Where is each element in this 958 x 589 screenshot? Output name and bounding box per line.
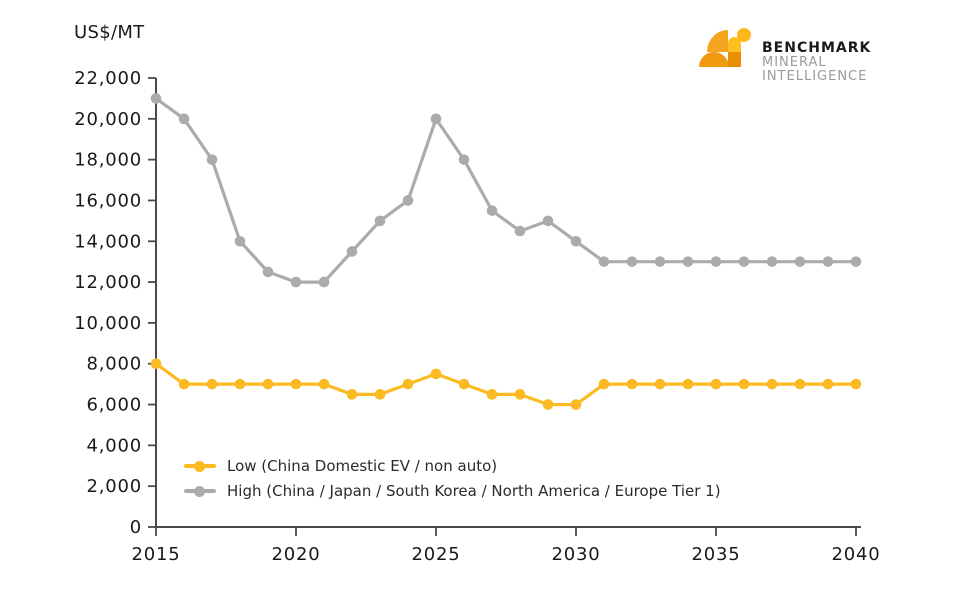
data-point [346, 246, 358, 257]
x-tick-label: 2025 [411, 544, 460, 565]
series-high [150, 93, 862, 288]
benchmark-logo-mark-icon [699, 26, 754, 70]
data-point [710, 256, 722, 267]
data-point [570, 235, 582, 247]
data-point [766, 256, 778, 267]
data-point [402, 195, 414, 206]
data-point [738, 378, 750, 390]
x-tick-label: 2040 [831, 544, 880, 565]
series-line [155, 362, 856, 407]
y-tick-label: 18,000 [74, 150, 142, 171]
y-tick-label: 12,000 [74, 272, 142, 293]
y-tick-label: 16,000 [74, 190, 142, 211]
data-point [150, 93, 162, 104]
data-point [262, 266, 274, 278]
data-point [458, 154, 470, 165]
data-point [514, 225, 526, 237]
data-point [486, 389, 498, 400]
data-point [626, 378, 638, 390]
data-point [178, 113, 190, 125]
data-point [430, 113, 442, 125]
chart-legend: Low (China Domestic EV / non auto) High … [184, 457, 721, 500]
legend-label-low: Low (China Domestic EV / non auto) [227, 457, 498, 475]
data-point [290, 378, 302, 390]
legend-label-high: High (China / Japan / South Korea / Nort… [227, 482, 721, 500]
logo-dome-shape [699, 52, 729, 67]
legend-item-low: Low (China Domestic EV / non auto) [184, 457, 721, 475]
data-point [402, 378, 414, 390]
x-tick-label: 2020 [271, 544, 320, 565]
y-tick-label: 22,000 [74, 68, 142, 89]
logo-text-intelligence: INTELLIGENCE [762, 68, 868, 84]
data-point [822, 256, 834, 267]
data-point [794, 256, 806, 267]
data-point [374, 215, 386, 227]
data-point [514, 389, 526, 400]
data-point [458, 378, 470, 390]
data-point [318, 378, 330, 390]
data-point [150, 358, 162, 370]
benchmark-logo: BENCHMARK MINERAL INTELLIGENCE [699, 26, 871, 84]
data-point [206, 378, 218, 390]
logo-quarter-shape [707, 30, 728, 52]
logo-text-mineral: MINERAL [762, 54, 827, 70]
benchmark-logo-text: BENCHMARK MINERAL INTELLIGENCE [762, 26, 871, 84]
data-point [626, 256, 638, 267]
x-tick-label: 2035 [691, 544, 740, 565]
data-point [234, 378, 246, 390]
y-tick-label: 4,000 [86, 435, 142, 456]
y-tick-label: 8,000 [86, 354, 142, 375]
data-point [542, 215, 554, 227]
data-point [766, 378, 778, 390]
data-point [682, 378, 694, 390]
y-tick-label: 6,000 [86, 395, 142, 416]
y-tick-label: 20,000 [74, 109, 142, 130]
y-tick-label: 2,000 [86, 476, 142, 497]
data-point [598, 256, 610, 267]
data-point [262, 378, 274, 390]
series-low [150, 358, 862, 410]
data-point [290, 276, 302, 288]
logo-text-benchmark: BENCHMARK [762, 40, 872, 56]
series-line [155, 97, 856, 284]
y-tick-label: 10,000 [74, 313, 142, 334]
x-tick-label: 2015 [131, 544, 180, 565]
legend-item-high: High (China / Japan / South Korea / Nort… [184, 482, 721, 500]
y-axis-unit-label: US$/MT [74, 22, 145, 43]
high-marker-dot [194, 485, 205, 497]
data-point [346, 389, 358, 400]
low-marker-dot [194, 460, 205, 472]
x-tick-label: 2030 [551, 544, 600, 565]
data-point [430, 368, 442, 380]
data-point [374, 389, 386, 400]
data-point [794, 378, 806, 390]
data-point [570, 399, 582, 410]
data-point [234, 235, 246, 247]
data-point [542, 399, 554, 410]
data-point [206, 154, 218, 165]
data-point [682, 256, 694, 267]
data-point [822, 378, 834, 390]
data-point [178, 378, 190, 390]
data-point [710, 378, 722, 390]
data-point [598, 378, 610, 390]
data-point [654, 378, 666, 390]
y-tick-label: 14,000 [74, 231, 142, 252]
data-point [486, 205, 498, 216]
low-series-marker-icon [184, 460, 216, 472]
logo-overlap-shape [728, 52, 741, 67]
data-point [318, 276, 330, 288]
data-point [738, 256, 750, 267]
logo-dot-shape [737, 28, 751, 42]
data-point [850, 378, 862, 390]
high-series-marker-icon [184, 485, 216, 497]
data-point [850, 256, 862, 267]
y-tick-label: 0 [130, 517, 142, 538]
data-point [654, 256, 666, 267]
